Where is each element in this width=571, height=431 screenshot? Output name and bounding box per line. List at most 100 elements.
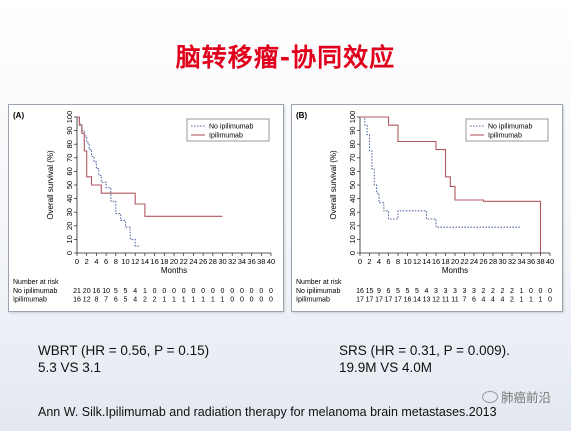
risk-value: 17: [375, 297, 383, 304]
x-tick-label: 16: [432, 257, 440, 266]
y-tick-label: 0: [348, 251, 357, 255]
y-tick-label: 50: [65, 181, 74, 189]
legend-label: No ipilimumab: [209, 124, 253, 131]
panel-label: (A): [13, 111, 24, 120]
risk-value: 4: [482, 297, 486, 304]
risk-value: 10: [102, 288, 110, 295]
citation: Ann W. Silk.Ipilimumab and radiation the…: [38, 405, 497, 419]
y-tick-label: 20: [65, 222, 74, 230]
risk-value: 3: [434, 288, 438, 295]
risk-value: 2: [510, 297, 514, 304]
risk-value: 2: [153, 297, 157, 304]
risk-value: 0: [548, 297, 552, 304]
risk-row-label: Ipilimumab: [296, 297, 330, 304]
risk-value: 16: [73, 297, 81, 304]
risk-table-header: Number at risk: [296, 279, 342, 286]
risk-value: 1: [221, 297, 225, 304]
x-tick-label: 36: [247, 257, 255, 266]
risk-value: 0: [269, 297, 273, 304]
y-tick-label: 10: [65, 235, 74, 243]
legend-label: No ipilimumab: [488, 124, 532, 131]
x-tick-label: 26: [479, 257, 487, 266]
risk-value: 1: [143, 288, 147, 295]
survival-curve-ipilimumab: [360, 116, 542, 253]
risk-value: 1: [182, 297, 186, 304]
x-axis-label: Months: [442, 266, 468, 275]
risk-value: 0: [250, 288, 254, 295]
y-tick-label: 90: [348, 126, 357, 134]
x-tick-label: 8: [114, 257, 118, 266]
risk-value: 4: [133, 297, 137, 304]
y-tick-label: 10: [348, 235, 357, 243]
risk-value: 0: [240, 297, 244, 304]
risk-value: 3: [472, 288, 476, 295]
x-tick-label: 10: [403, 257, 411, 266]
y-tick-label: 60: [348, 167, 357, 175]
x-tick-label: 38: [257, 257, 265, 266]
x-tick-label: 22: [460, 257, 468, 266]
x-tick-label: 36: [527, 257, 535, 266]
risk-value: 2: [501, 288, 505, 295]
risk-value: 17: [394, 297, 402, 304]
risk-value: 1: [529, 297, 533, 304]
x-tick-label: 24: [470, 257, 478, 266]
x-tick-label: 12: [413, 257, 421, 266]
risk-value: 0: [191, 288, 195, 295]
survival-curve-ipilimumab: [77, 116, 223, 217]
y-tick-label: 70: [348, 154, 357, 162]
risk-value: 6: [114, 297, 118, 304]
risk-value: 16: [356, 288, 364, 295]
risk-value: 0: [548, 288, 552, 295]
caption-srs-line1: SRS (HR = 0.31, P = 0.009).: [339, 343, 510, 358]
legend-box: [465, 118, 549, 142]
legend-label: Ipilimumab: [488, 133, 522, 140]
risk-value: 8: [94, 297, 98, 304]
risk-value: 6: [387, 288, 391, 295]
km-chart-b: (B) 0 10 20 30 40 50 60 70 80 90 100 0 2 4 6 8 10 12 14 16 18…: [291, 104, 563, 312]
x-tick-label: 0: [358, 257, 362, 266]
y-tick-label: 40: [65, 194, 74, 202]
risk-value: 7: [104, 297, 108, 304]
x-tick-label: 2: [367, 257, 371, 266]
risk-value: 1: [520, 297, 524, 304]
y-tick-label: 50: [348, 181, 357, 189]
caption-srs-line2: 19.9M VS 4.0M: [339, 360, 433, 375]
risk-value: 16: [404, 297, 412, 304]
y-tick-label: 40: [348, 194, 357, 202]
risk-value: 0: [529, 288, 533, 295]
wechat-icon: [482, 391, 498, 403]
risk-value: 15: [366, 288, 374, 295]
risk-value: 0: [172, 288, 176, 295]
caption-srs: SRS (HR = 0.31, P = 0.009). 19.9M VS 4.0…: [339, 342, 510, 376]
risk-value: 0: [162, 288, 166, 295]
risk-value: 0: [230, 297, 234, 304]
x-tick-label: 2: [85, 257, 89, 266]
risk-value: 20: [83, 288, 91, 295]
risk-value: 4: [491, 297, 495, 304]
x-tick-label: 40: [546, 257, 554, 266]
risk-value: 3: [463, 288, 467, 295]
panel-label: (B): [296, 111, 307, 120]
risk-value: 14: [413, 297, 421, 304]
y-tick-label: 100: [65, 111, 74, 124]
risk-value: 0: [539, 288, 543, 295]
risk-value: 16: [93, 288, 101, 295]
risk-value: 2: [510, 288, 514, 295]
risk-value: 21: [73, 288, 81, 295]
x-tick-label: 14: [141, 257, 149, 266]
legend-box: [186, 118, 270, 142]
risk-value: 17: [385, 297, 393, 304]
risk-value: 0: [211, 288, 215, 295]
risk-value: 2: [491, 288, 495, 295]
risk-value: 0: [230, 288, 234, 295]
risk-value: 5: [406, 288, 410, 295]
x-tick-label: 4: [377, 257, 381, 266]
x-tick-label: 32: [228, 257, 236, 266]
survival-curve-no-ipilimumab: [77, 116, 141, 247]
risk-value: 17: [366, 297, 374, 304]
risk-value: 1: [162, 297, 166, 304]
risk-value: 0: [221, 288, 225, 295]
risk-value: 0: [259, 297, 263, 304]
